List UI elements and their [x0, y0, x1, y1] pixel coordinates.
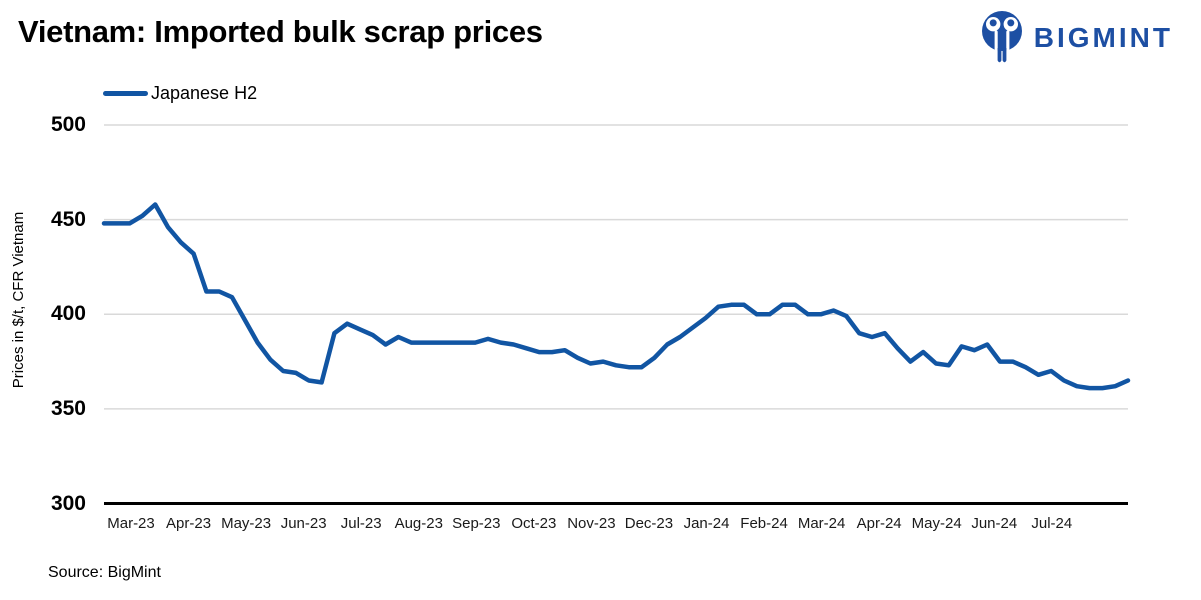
x-tick-label: Apr-23: [166, 515, 212, 532]
source-note: Source: BigMint: [48, 564, 161, 581]
x-tick-label: May-23: [221, 515, 272, 532]
y-tick-label: 450: [50, 207, 86, 231]
brand-logo: BIGMINT: [980, 10, 1173, 66]
series-line-japanese-h2: [101, 202, 1131, 391]
x-tick-label: Dec-23: [624, 515, 674, 532]
x-tick-label: Jul-24: [1031, 515, 1073, 532]
bigmint-logo-icon: [981, 11, 1022, 63]
legend-series-label: Japanese H2: [151, 83, 258, 103]
x-tick-label: Nov-23: [567, 515, 616, 532]
y-tick-label: 500: [50, 113, 86, 136]
x-tick-label: Jan-24: [683, 515, 730, 532]
legend-line-swatch: [103, 91, 148, 96]
x-tick-label: Jul-23: [340, 515, 382, 532]
y-tick-label: 350: [50, 396, 86, 420]
x-tick-label: Oct-23: [511, 515, 557, 532]
legend: Japanese H2: [103, 83, 257, 104]
y-tick-label: 400: [50, 302, 86, 326]
x-tick-label: Mar-24: [797, 515, 846, 532]
x-tick-label: May-24: [911, 515, 962, 532]
x-tick-label: Feb-24: [740, 515, 788, 532]
x-tick-label: Apr-24: [856, 515, 902, 532]
x-tick-label: Sep-23: [452, 515, 501, 532]
x-tick-label: Jun-24: [971, 515, 1018, 532]
x-tick-label: Aug-23: [394, 515, 443, 532]
x-tick-label: Mar-23: [107, 515, 155, 532]
page-title: Vietnam: Imported bulk scrap prices: [18, 14, 543, 49]
brand-wordmark: BIGMINT: [1033, 22, 1173, 53]
x-tick-label: Jun-23: [280, 515, 327, 532]
y-tick-label: 300: [50, 491, 86, 515]
